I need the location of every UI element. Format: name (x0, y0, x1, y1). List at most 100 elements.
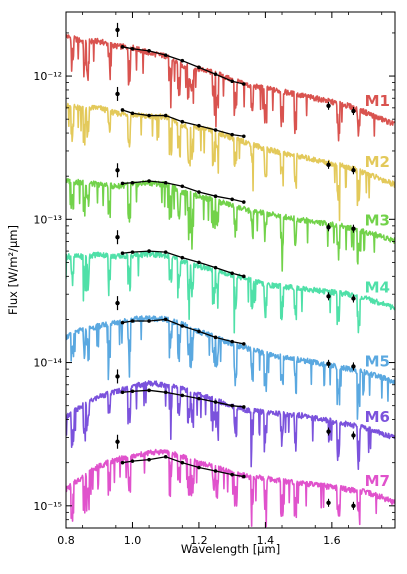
observed-point-m5 (115, 300, 120, 306)
series-label-m4: M4 (365, 279, 390, 297)
observed-point-m5 (213, 335, 218, 340)
observed-point-m2 (213, 128, 218, 132)
x-tick-label: 0.8 (57, 534, 75, 547)
observed-point-m1 (130, 46, 135, 51)
series-label-m2: M2 (365, 153, 390, 171)
observed-point-m7 (241, 474, 246, 479)
observed-point-m1 (147, 49, 151, 53)
model-spectrum-m7 (66, 448, 395, 528)
observed-point-m2 (163, 113, 168, 118)
observed-point-m2 (115, 91, 120, 97)
photometry-point-m7 (326, 500, 331, 505)
observed-point-m1 (180, 58, 185, 63)
x-tick-label: 1.6 (323, 534, 341, 547)
observed-point-m3 (241, 200, 246, 204)
series-label-m5: M5 (365, 353, 390, 371)
observed-point-m6 (163, 390, 168, 395)
photometry-point-m2 (351, 168, 356, 173)
photometry-point-m4 (351, 296, 356, 301)
model-spectrum-m6 (66, 380, 395, 471)
observed-point-m1 (197, 65, 201, 70)
photometry-point-m3 (351, 226, 356, 231)
observed-point-m2 (180, 119, 185, 124)
observed-point-m3 (130, 180, 135, 185)
observed-point-m6 (120, 390, 125, 395)
observed-point-m7 (147, 457, 151, 462)
x-tick-label: 1.4 (257, 534, 275, 547)
observed-point-m1 (241, 82, 246, 86)
observed-point-m1 (115, 27, 120, 33)
observed-point-m7 (130, 459, 135, 463)
observed-point-m3 (230, 197, 234, 202)
observed-point-m4 (115, 235, 120, 240)
observed-point-m6 (115, 374, 120, 379)
observed-point-m7 (213, 469, 218, 473)
photometry-point-m5 (351, 364, 356, 369)
y-tick-label: 10⁻¹² (33, 70, 62, 83)
observed-point-m1 (163, 53, 168, 57)
observed-point-m4 (180, 255, 185, 260)
plot-frame (65, 11, 396, 529)
observed-point-m5 (120, 320, 125, 325)
observed-point-m1 (230, 79, 234, 84)
y-axis-title: Flux [W/m²/μm] (6, 225, 20, 315)
observed-point-m2 (120, 108, 125, 112)
photometry-point-m5 (326, 361, 331, 367)
observed-point-m4 (163, 250, 168, 254)
plot-area (66, 22, 395, 528)
observed-point-m3 (115, 168, 120, 173)
observed-point-m4 (241, 274, 246, 279)
photometry-point-m6 (351, 433, 356, 438)
axes: M1 M2 M3 M4 M5 M6 M7 0.8 1.0 1.2 1.4 1.6 10⁻¹⁵ 10⁻¹⁴ 1… (33, 12, 395, 547)
observed-point-m2 (197, 123, 201, 128)
y-tick-label: 10⁻¹³ (33, 213, 62, 226)
observed-point-m5 (130, 319, 135, 323)
observed-point-m5 (241, 342, 246, 346)
observed-point-m5 (230, 339, 234, 344)
observed-point-m7 (197, 465, 201, 470)
observed-point-m7 (230, 472, 234, 477)
observed-point-m6 (230, 403, 234, 408)
photometry-point-m7 (351, 503, 356, 509)
x-tick-label: 1.2 (190, 534, 208, 547)
observed-point-m5 (180, 324, 185, 328)
observed-point-m4 (230, 271, 234, 276)
photometry-point-m4 (326, 294, 331, 299)
observed-point-m1 (120, 45, 125, 49)
observed-point-m4 (147, 249, 151, 253)
series-label-m7: M7 (365, 472, 390, 490)
observed-point-m3 (213, 194, 218, 198)
observed-point-m4 (120, 251, 125, 255)
observed-point-m6 (147, 388, 151, 393)
photometry-point-m3 (326, 225, 331, 230)
observed-spectrum-m6 (122, 389, 244, 408)
observed-point-m5 (197, 329, 201, 334)
y-tick-label: 10⁻¹⁵ (33, 500, 62, 513)
photometry-point-m1 (351, 108, 356, 114)
observed-point-m2 (147, 113, 151, 118)
observed-point-m1 (213, 72, 218, 77)
series-label-m3: M3 (365, 212, 390, 230)
observed-point-m3 (120, 181, 125, 186)
observed-point-m7 (180, 460, 185, 465)
model-spectrum-m3 (66, 178, 395, 272)
observed-point-m7 (120, 460, 125, 465)
observed-point-m3 (197, 190, 201, 194)
observed-point-m2 (230, 132, 234, 137)
observed-point-m4 (130, 250, 135, 254)
model-spectrum-m1 (66, 34, 395, 142)
observed-point-m6 (130, 389, 135, 394)
observed-point-m5 (163, 317, 168, 322)
observed-point-m2 (130, 111, 135, 116)
x-axis-title: Wavelength [μm] (181, 542, 280, 556)
model-spectrum-m2 (66, 102, 395, 222)
observed-point-m6 (197, 396, 201, 401)
y-tick-label: 10⁻¹⁴ (33, 357, 62, 370)
model-spectrum-m4 (66, 251, 395, 334)
observed-point-m6 (180, 393, 185, 398)
observed-point-m6 (241, 405, 246, 409)
photometry-point-m2 (326, 162, 331, 168)
series-label-m1: M1 (365, 92, 390, 110)
